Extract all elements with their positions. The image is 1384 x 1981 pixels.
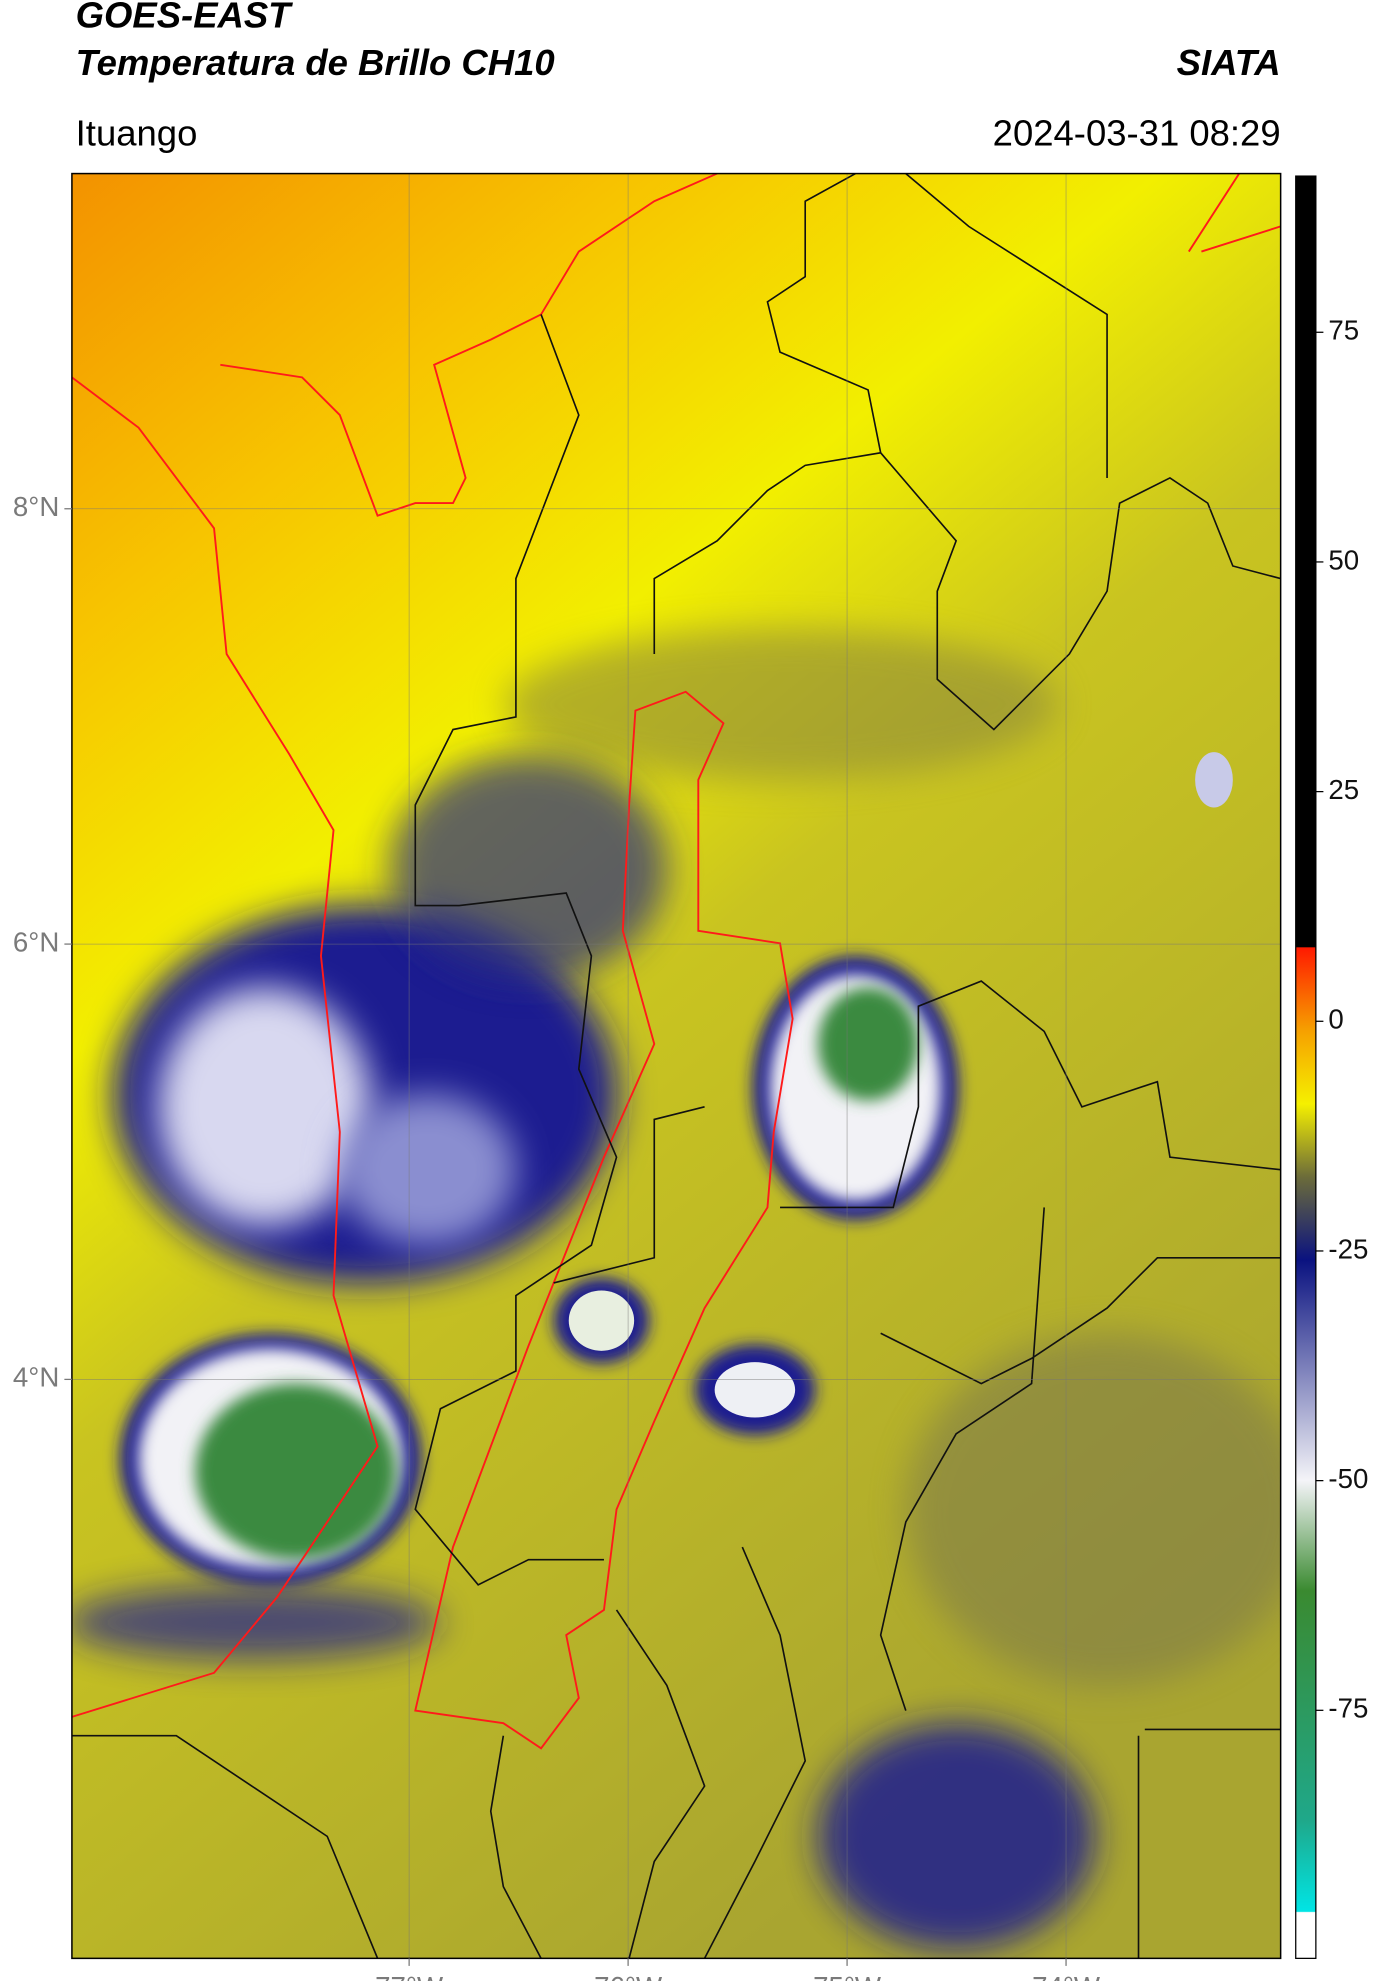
datetime: 2024-03-31 08:29: [993, 112, 1281, 153]
imagery: [71, 173, 1281, 1959]
colorbar: [1295, 175, 1317, 1959]
subtitle: Temperatura de Brillo CH10: [76, 42, 555, 83]
colorbar-tick-label: -75: [1328, 1693, 1368, 1724]
agency: SIATA: [1177, 42, 1281, 83]
lon-tick-label: 76°W: [594, 1971, 663, 1981]
location: Ituango: [76, 112, 198, 153]
lon-tick-label: 77°W: [375, 1971, 444, 1981]
colorbar-tick-label: 75: [1328, 315, 1359, 346]
lon-tick-label: 74°W: [1032, 1971, 1101, 1981]
map-frame: [71, 172, 1282, 1960]
lat-tick-label: 6°N: [13, 926, 59, 957]
lat-tick-label: 4°N: [13, 1362, 59, 1393]
colorbar-tick-label: 0: [1328, 1004, 1343, 1035]
title: GOES-EAST: [76, 0, 294, 35]
colorbar-tick-label: -25: [1328, 1233, 1368, 1264]
lat-tick-label: 8°N: [13, 491, 59, 522]
colorbar-tick-label: -50: [1328, 1463, 1368, 1494]
colorbar-tick-label: 50: [1328, 544, 1359, 575]
lon-tick-label: 75°W: [813, 1971, 882, 1981]
graticule: [71, 173, 1281, 1959]
colorbar-tick-label: 25: [1328, 774, 1359, 805]
